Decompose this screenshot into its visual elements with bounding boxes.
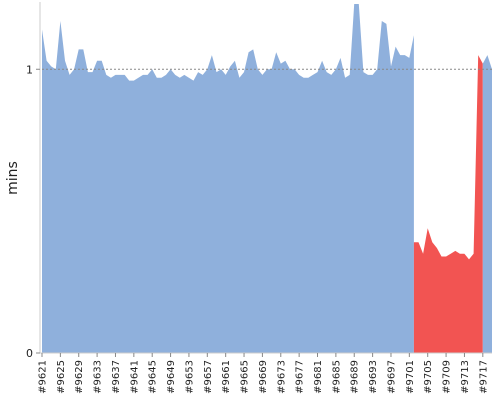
y-tick-label: 1 [26, 63, 33, 76]
area-series-0 [42, 4, 414, 353]
x-tick-label: #9681 [313, 360, 324, 394]
x-tick-label: #9693 [368, 360, 379, 394]
x-tick-label: #9629 [74, 360, 85, 394]
x-tick-label: #9717 [478, 360, 489, 394]
x-tick-label: #9685 [331, 360, 342, 394]
x-tick-label: #9669 [258, 360, 269, 394]
x-tick-label: #9709 [442, 360, 453, 394]
x-tick-label: #9633 [93, 360, 104, 394]
y-axis-label: mins [5, 161, 21, 195]
area-series-2 [482, 55, 492, 353]
x-tick-label: #9653 [184, 360, 195, 394]
x-tick-label: #9625 [56, 360, 67, 394]
x-tick-label: #9665 [240, 360, 251, 394]
x-tick-label: #9677 [295, 360, 306, 394]
x-tick-label: #9697 [387, 360, 398, 394]
x-tick-label: #9641 [129, 360, 140, 394]
area-series-1 [413, 55, 483, 353]
x-tick-label: #9637 [111, 360, 122, 394]
x-tick-label: #9713 [460, 360, 471, 394]
x-tick-label: #9701 [405, 360, 416, 394]
x-tick-label: #9673 [276, 360, 287, 394]
x-tick-label: #9657 [203, 360, 214, 394]
x-tick-label: #9705 [423, 360, 434, 394]
x-tick-label: #9621 [38, 360, 49, 394]
x-tick-label: #9649 [166, 360, 177, 394]
x-tick-label: #9645 [148, 360, 159, 394]
x-tick-label: #9661 [221, 360, 232, 394]
x-tick-label: #9689 [350, 360, 361, 394]
y-tick-label: 0 [26, 347, 33, 360]
